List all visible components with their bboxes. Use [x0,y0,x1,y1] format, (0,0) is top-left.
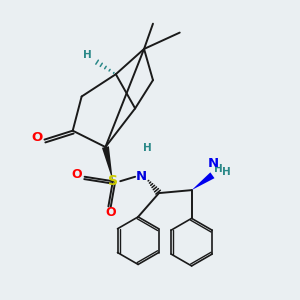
Text: H: H [214,164,223,174]
Text: N: N [136,170,147,183]
Polygon shape [192,172,214,190]
Text: O: O [106,206,116,219]
Polygon shape [102,146,113,181]
Text: H: H [83,50,92,61]
Text: N: N [208,157,219,170]
Text: H: H [222,167,231,177]
Text: S: S [108,174,118,188]
Text: H: H [143,143,152,153]
Text: O: O [32,131,43,144]
Text: O: O [72,168,83,181]
